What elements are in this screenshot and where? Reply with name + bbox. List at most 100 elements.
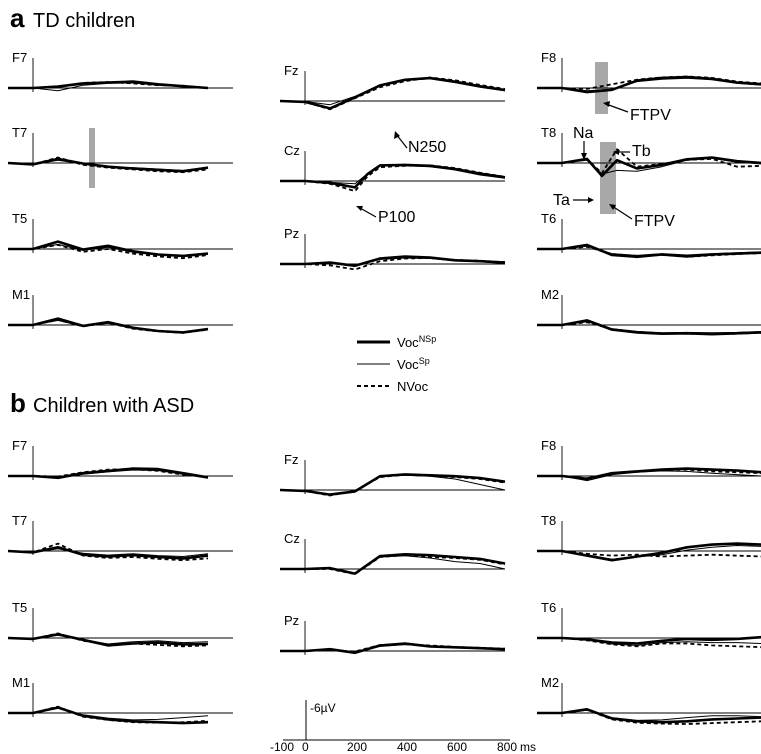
channel-label: T5 (12, 600, 27, 615)
annotation-ta: Ta (553, 192, 570, 209)
waveform-nvoc (537, 468, 761, 480)
channel-label: T6 (541, 211, 556, 226)
channel-fz: Fz (279, 452, 506, 497)
channel-cz: Cz (280, 531, 506, 575)
waveform-nvoc (8, 244, 209, 260)
arrowhead-p100 (356, 206, 363, 211)
channel-label: Fz (284, 63, 298, 78)
channel-m1: M1 (8, 675, 233, 725)
arrowhead-ftpv-t8 (609, 204, 616, 210)
channel-f8: F8 (537, 438, 761, 482)
waveform-nvoc (537, 708, 761, 725)
waveform-vocsp (8, 707, 209, 721)
waveform-vocsp (537, 321, 761, 334)
waveform-vocsp (8, 469, 209, 479)
channel-m2: M2 (537, 675, 761, 725)
legend-label-nvoc: NVoc (397, 379, 429, 394)
waveform-vocnsp (7, 157, 209, 173)
waveform-nvoc (7, 156, 209, 174)
channel-label: F7 (12, 438, 27, 453)
tick-label-600: 600 (447, 740, 467, 754)
waveform-vocnsp (280, 163, 506, 189)
channel-m1: M1 (8, 287, 233, 334)
channel-label: F8 (541, 438, 556, 453)
waveform-vocsp (7, 159, 209, 171)
arrow-ftpv-f8 (605, 103, 629, 113)
arrowhead-na (581, 153, 587, 160)
waveform-nvoc (8, 705, 209, 724)
legend-label-vocsp: VocSp (397, 356, 430, 372)
tick-label-800: 800 (497, 740, 517, 754)
time-unit-label: ms (520, 740, 536, 754)
arrowhead-tb (613, 149, 619, 155)
channel-label: T7 (12, 125, 27, 140)
waveform-nvoc (8, 319, 209, 334)
scale-bar: -6µV -100 0 200 400 600 800 ms (270, 700, 536, 754)
channel-label: Fz (284, 452, 298, 467)
channel-t6: T6 (537, 600, 761, 649)
waveform-nvoc (8, 81, 209, 89)
scale-amplitude-label: -6µV (310, 701, 336, 715)
annotation-ftpv-t8: FTPV (634, 213, 675, 230)
channel-m2: M2 (537, 287, 761, 336)
waveform-vocnsp (8, 706, 209, 725)
waveform-nvoc (537, 75, 761, 90)
waveform-nvoc (7, 632, 209, 648)
channel-t7: T7 (7, 513, 233, 562)
arrow-p100 (359, 207, 377, 218)
tick-label-neg100: -100 (270, 740, 294, 754)
latency-window-t8 (600, 142, 616, 214)
waveform-nvoc (280, 554, 506, 575)
channel-pz: Pz (280, 613, 506, 655)
annotation-ftpv-f8: FTPV (630, 107, 671, 124)
waveform-vocsp (537, 545, 761, 560)
waveform-nvoc (7, 542, 209, 562)
channel-label: M1 (12, 675, 30, 690)
waveform-vocsp (537, 77, 761, 92)
tick-label-0: 0 (302, 740, 309, 754)
channel-f7: F7 (8, 50, 233, 92)
channel-plots: F7 T7 T5 M1 Fz Cz Pz F8 T8 T6 M2 F7 T7 T5 M1 Fz Cz Pz F8 T8… (7, 50, 761, 725)
channel-t7: T7 (7, 125, 233, 174)
waveform-nvoc (279, 76, 506, 111)
waveform-vocsp (7, 548, 209, 557)
channel-t6: T6 (537, 211, 761, 259)
waveform-vocnsp (8, 317, 209, 334)
channel-f8: F8 (537, 50, 761, 94)
channel-label: T7 (12, 513, 27, 528)
channel-t8: T8 (537, 513, 761, 562)
waveform-nvoc (537, 637, 761, 649)
channel-label: Pz (284, 226, 299, 241)
channel-label: F7 (12, 50, 27, 65)
annotations: N250 P100 FTPV Na Tb Ta FTPV (356, 101, 675, 230)
waveform-nvoc (280, 643, 506, 653)
channel-label: T5 (12, 211, 27, 226)
waveform-vocsp (8, 82, 209, 92)
channel-label: M2 (541, 287, 559, 302)
waveform-nvoc (280, 257, 506, 271)
arrow-ftpv-t8 (611, 205, 633, 220)
waveform-nvoc (279, 473, 506, 497)
annotation-n250: N250 (408, 139, 446, 156)
channel-t8: T8 (537, 125, 761, 178)
waveform-vocsp (537, 157, 761, 175)
annotation-na: Na (573, 125, 594, 142)
waveform-nvoc (537, 245, 761, 258)
channel-label: Cz (284, 531, 300, 546)
panel-b-title: Children with ASD (33, 395, 194, 417)
channel-label: T6 (541, 600, 556, 615)
panel-a-title: TD children (33, 10, 135, 32)
legend: VocNSp VocSp NVoc (357, 334, 436, 394)
channel-cz: Cz (280, 143, 506, 192)
waveform-nvoc (537, 550, 761, 558)
waveform-nvoc (537, 321, 761, 336)
tick-label-200: 200 (347, 740, 367, 754)
channel-t5: T5 (7, 600, 233, 648)
channel-t5: T5 (8, 211, 233, 260)
tick-label-400: 400 (397, 740, 417, 754)
waveform-vocnsp (280, 553, 506, 575)
waveform-nvoc (280, 164, 506, 192)
legend-label-vocnsp: VocNSp (397, 334, 436, 350)
latency-window-t7 (89, 128, 95, 188)
channel-label: T8 (541, 125, 556, 140)
